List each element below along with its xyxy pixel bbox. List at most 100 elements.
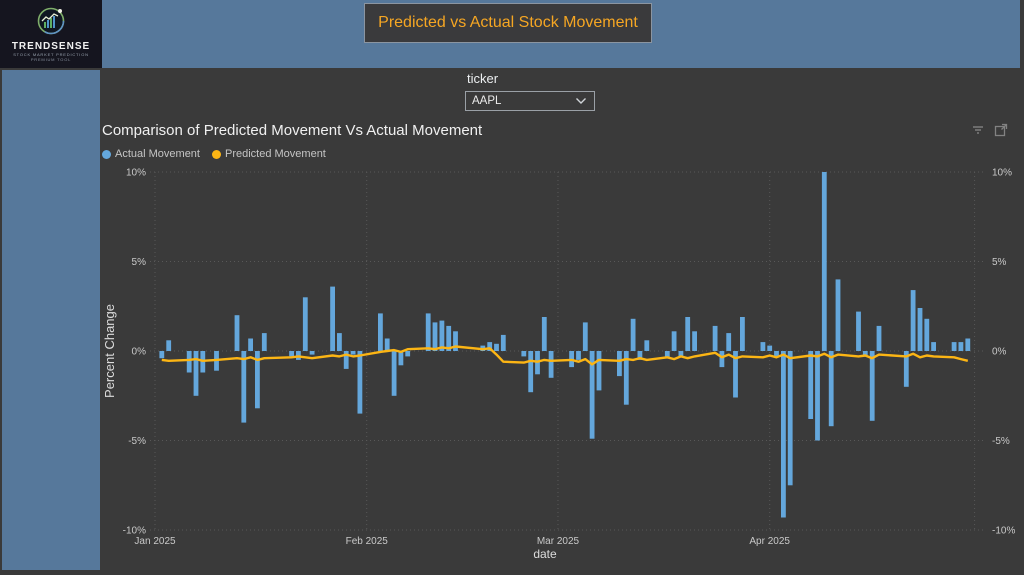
bar[interactable] <box>582 322 588 351</box>
bar[interactable] <box>719 351 725 368</box>
bar[interactable] <box>302 297 308 351</box>
legend-item-predicted[interactable]: Predicted Movement <box>211 148 326 160</box>
bar[interactable] <box>289 351 294 357</box>
bar[interactable] <box>664 351 670 359</box>
legend-item-actual[interactable]: Actual Movement <box>102 148 200 160</box>
bar[interactable] <box>241 351 247 423</box>
bar[interactable] <box>487 342 493 351</box>
chart-plot[interactable]: 10% 10%5% 5%0% 0%-5% -5%-10% -10%Jan 2025 Feb … <box>100 160 1024 570</box>
svg-text:-5%: -5% <box>992 436 1010 447</box>
predicted-movement-line[interactable] <box>161 345 969 366</box>
ticker-dropdown[interactable]: AAPL <box>465 91 595 111</box>
bar[interactable] <box>186 351 192 373</box>
bar[interactable] <box>350 351 356 355</box>
bar[interactable] <box>821 172 827 351</box>
legend-dot-predicted <box>211 149 221 159</box>
bar[interactable] <box>337 333 342 351</box>
bar[interactable] <box>541 317 547 351</box>
bar[interactable] <box>425 313 431 351</box>
bar[interactable] <box>644 340 650 351</box>
bar[interactable] <box>678 351 684 357</box>
bar[interactable] <box>862 351 868 357</box>
chart-plot-area[interactable]: 10% 10% 5% 5% 0% 0% -5% -5% -10% -10% Jan 2025 Feb … <box>100 160 1024 570</box>
bar[interactable] <box>261 333 267 351</box>
bar[interactable] <box>309 351 315 355</box>
chart-toolbar <box>971 123 1008 137</box>
bar[interactable] <box>958 342 964 351</box>
bar[interactable] <box>193 351 199 396</box>
bar[interactable] <box>951 342 957 351</box>
bar[interactable] <box>767 345 773 351</box>
bar[interactable] <box>787 351 793 486</box>
bar[interactable] <box>965 338 971 352</box>
bar[interactable] <box>828 351 834 427</box>
legend-dot-actual <box>102 149 111 159</box>
bar[interactable] <box>528 351 534 393</box>
brand-subtagline: PREMIUM TOOL <box>30 57 72 62</box>
bar[interactable] <box>439 320 445 351</box>
svg-text:10%: 10% <box>126 168 146 179</box>
bar[interactable] <box>405 351 411 357</box>
bar[interactable] <box>808 351 814 419</box>
chart-legend: Actual Movement Predicted Movement <box>102 148 326 160</box>
expand-icon[interactable] <box>994 123 1008 137</box>
bar[interactable] <box>733 351 738 398</box>
bar[interactable] <box>576 351 581 360</box>
bar[interactable] <box>446 325 452 351</box>
bar[interactable] <box>815 351 820 441</box>
bar[interactable] <box>494 343 499 351</box>
bar[interactable] <box>623 351 629 405</box>
x-axis-ticks: Jan 2025 Feb 2025 Mar 2025 Apr 2025 <box>134 536 790 547</box>
bar[interactable] <box>617 351 622 377</box>
y-axis-title: Percent Change <box>102 304 117 398</box>
bar[interactable] <box>500 334 506 351</box>
bar[interactable] <box>384 338 390 352</box>
bar[interactable] <box>398 351 404 366</box>
bar[interactable] <box>330 286 335 351</box>
bar[interactable] <box>917 308 923 351</box>
bar[interactable] <box>630 318 636 351</box>
filter-icon[interactable] <box>971 123 985 137</box>
svg-text:-5%: -5% <box>128 436 146 447</box>
actual-movement-bars[interactable] <box>159 172 971 518</box>
bar[interactable] <box>343 351 349 369</box>
bar[interactable] <box>910 290 916 351</box>
bar[interactable] <box>357 351 363 414</box>
bar[interactable] <box>234 315 240 351</box>
svg-text:Mar 2025: Mar 2025 <box>537 536 580 547</box>
bar[interactable] <box>760 342 766 351</box>
bar[interactable] <box>596 351 602 391</box>
bar[interactable] <box>589 351 595 439</box>
x-axis-title: date <box>533 547 557 561</box>
bar[interactable] <box>248 338 253 352</box>
bar[interactable] <box>726 333 732 351</box>
bar[interactable] <box>924 318 930 351</box>
bar[interactable] <box>931 342 936 351</box>
bar[interactable] <box>159 351 165 359</box>
bar[interactable] <box>876 325 882 351</box>
bar[interactable] <box>869 351 875 421</box>
svg-text:Jan 2025: Jan 2025 <box>134 536 176 547</box>
bar[interactable] <box>521 351 527 357</box>
bar[interactable] <box>740 317 745 351</box>
bar[interactable] <box>712 325 718 351</box>
bar[interactable] <box>391 351 397 396</box>
bar[interactable] <box>378 313 383 351</box>
bar[interactable] <box>781 351 786 518</box>
app-logo[interactable]: TRENDSENSE STOCK MARKET PREDICTION PREMI… <box>0 0 102 68</box>
bar[interactable] <box>166 340 172 351</box>
bar[interactable] <box>774 351 779 357</box>
bar[interactable] <box>692 331 697 351</box>
bar[interactable] <box>856 311 861 351</box>
brand-tagline: STOCK MARKET PREDICTION <box>13 52 89 57</box>
bar[interactable] <box>671 331 677 351</box>
bar[interactable] <box>637 351 643 360</box>
bar[interactable] <box>453 331 458 351</box>
bar[interactable] <box>903 351 909 387</box>
bar[interactable] <box>685 317 691 351</box>
bar[interactable] <box>548 351 554 378</box>
bar[interactable] <box>432 322 438 351</box>
bar[interactable] <box>255 351 260 409</box>
bar[interactable] <box>835 279 841 351</box>
